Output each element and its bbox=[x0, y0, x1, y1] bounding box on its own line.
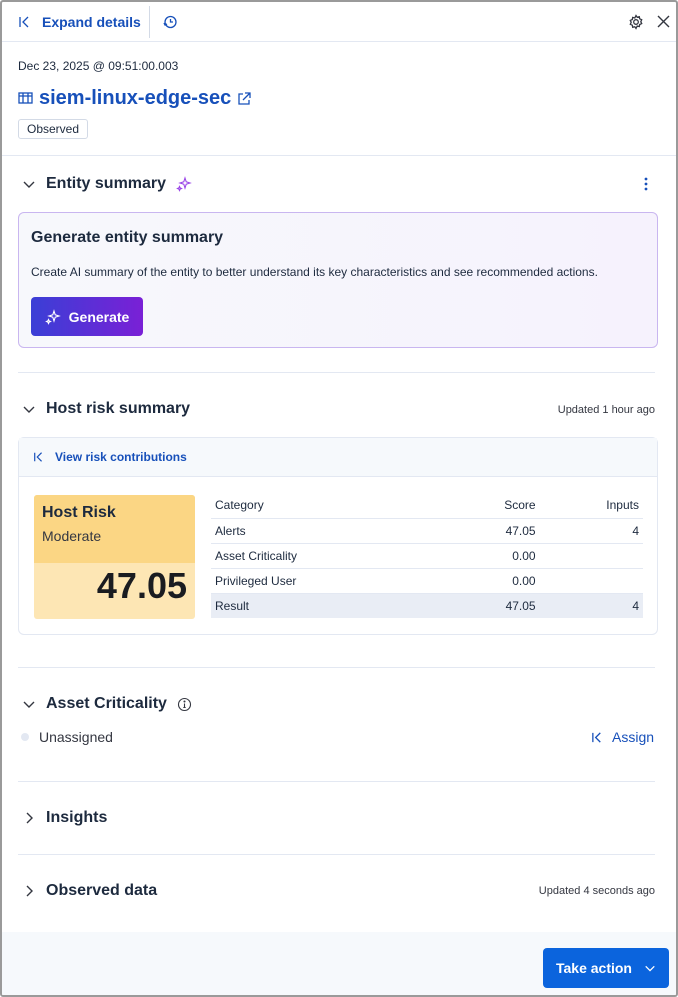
cell: 4 bbox=[539, 518, 643, 544]
risk-level: Moderate bbox=[42, 528, 102, 544]
expand-details-button[interactable]: Expand details bbox=[2, 2, 141, 41]
generate-button[interactable]: Generate bbox=[31, 297, 143, 336]
ai-sparkle-icon bbox=[176, 176, 192, 192]
view-risk-contributions-link[interactable]: View risk contributions bbox=[19, 438, 657, 477]
expand-details-label: Expand details bbox=[42, 13, 141, 30]
divider bbox=[18, 372, 655, 373]
cell: 0.00 bbox=[439, 568, 540, 594]
chevron-right-icon bbox=[22, 884, 36, 898]
section-title: Observed data bbox=[46, 882, 158, 899]
assign-button[interactable]: Assign bbox=[591, 729, 654, 745]
table-row: Privileged User 0.00 bbox=[211, 568, 643, 594]
chevron-down-icon bbox=[22, 402, 36, 416]
cell: Result bbox=[211, 593, 440, 618]
section-title: Insights bbox=[46, 809, 108, 826]
assign-label: Assign bbox=[612, 729, 655, 745]
chevron-down-icon bbox=[22, 177, 36, 191]
external-link-icon[interactable] bbox=[237, 91, 251, 106]
entity-title: siem-linux-edge-sec bbox=[18, 87, 251, 110]
column-header: Category bbox=[211, 493, 440, 519]
cell: 47.05 bbox=[439, 518, 540, 544]
insights-toggle[interactable]: Insights bbox=[22, 809, 107, 827]
entity-summary-toggle[interactable]: Entity summary bbox=[22, 175, 192, 193]
gear-icon[interactable] bbox=[628, 14, 644, 30]
divider bbox=[148, 5, 150, 38]
column-header: Score bbox=[439, 493, 540, 519]
risk-panel: View risk contributions Host Risk Modera… bbox=[18, 437, 658, 635]
divider bbox=[18, 781, 655, 782]
cell: 0.00 bbox=[439, 543, 540, 569]
result-row: Result 47.05 4 bbox=[211, 593, 643, 618]
risk-card-title: Host Risk bbox=[42, 504, 116, 521]
expand-left-icon bbox=[18, 15, 32, 29]
info-icon[interactable] bbox=[177, 697, 192, 712]
risk-score: 47.05 bbox=[96, 565, 187, 606]
table-row: Alerts 47.05 4 bbox=[211, 518, 643, 544]
entity-name-link[interactable]: siem-linux-edge-sec bbox=[39, 87, 232, 109]
divider bbox=[2, 155, 676, 156]
expand-left-icon bbox=[591, 731, 604, 744]
view-link-label: View risk contributions bbox=[55, 450, 187, 464]
divider bbox=[18, 854, 655, 855]
ai-sparkle-icon bbox=[44, 308, 61, 325]
take-action-button[interactable]: Take action bbox=[543, 948, 669, 988]
take-action-label: Take action bbox=[556, 960, 632, 976]
criticality-value: Unassigned bbox=[39, 729, 113, 745]
criticality-status: Unassigned bbox=[21, 729, 113, 745]
observed-badge: Observed bbox=[18, 119, 89, 139]
history-icon[interactable] bbox=[162, 14, 178, 30]
asset-criticality-toggle[interactable]: Asset Criticality bbox=[22, 695, 192, 713]
risk-table: Category Score Inputs Alerts 47.05 4 Asset C… bbox=[211, 493, 643, 618]
cell bbox=[539, 568, 643, 594]
section-title: Asset Criticality bbox=[46, 695, 167, 712]
box-title: Generate entity summary bbox=[31, 229, 224, 246]
expand-left-icon bbox=[33, 451, 45, 463]
generate-label: Generate bbox=[68, 308, 130, 325]
column-header: Inputs bbox=[539, 493, 643, 519]
more-options-icon[interactable] bbox=[640, 176, 652, 192]
section-title: Entity summary bbox=[46, 175, 167, 192]
section-title: Host risk summary bbox=[46, 400, 191, 417]
timestamp: Dec 23, 2025 @ 09:51:00.003 bbox=[18, 59, 179, 73]
divider bbox=[18, 667, 655, 668]
chevron-right-icon bbox=[22, 811, 36, 825]
host-risk-card: Host Risk Moderate 47.05 bbox=[34, 495, 195, 619]
generate-summary-box: Generate entity summary Create AI summar… bbox=[18, 212, 658, 348]
chevron-down-icon bbox=[644, 962, 656, 974]
cell: Asset Criticality bbox=[211, 543, 440, 569]
cell: Privileged User bbox=[211, 568, 440, 594]
host-icon bbox=[18, 92, 33, 105]
flyout-header: Expand details bbox=[2, 2, 676, 42]
table-row: Asset Criticality 0.00 bbox=[211, 543, 643, 569]
observed-data-toggle[interactable]: Observed data bbox=[22, 882, 157, 900]
close-icon[interactable] bbox=[657, 15, 670, 28]
cell: 47.05 bbox=[439, 593, 540, 618]
box-description: Create AI summary of the entity to bette… bbox=[31, 265, 598, 279]
cell: Alerts bbox=[211, 518, 440, 544]
host-risk-toggle[interactable]: Host risk summary bbox=[22, 400, 190, 418]
table-header: Category Score Inputs bbox=[211, 493, 643, 519]
updated-text: Updated 4 seconds ago bbox=[538, 885, 655, 897]
updated-text: Updated 1 hour ago bbox=[557, 404, 655, 416]
chevron-down-icon bbox=[22, 697, 36, 711]
cell: 4 bbox=[539, 593, 643, 618]
cell bbox=[539, 543, 643, 569]
status-dot bbox=[21, 733, 29, 741]
